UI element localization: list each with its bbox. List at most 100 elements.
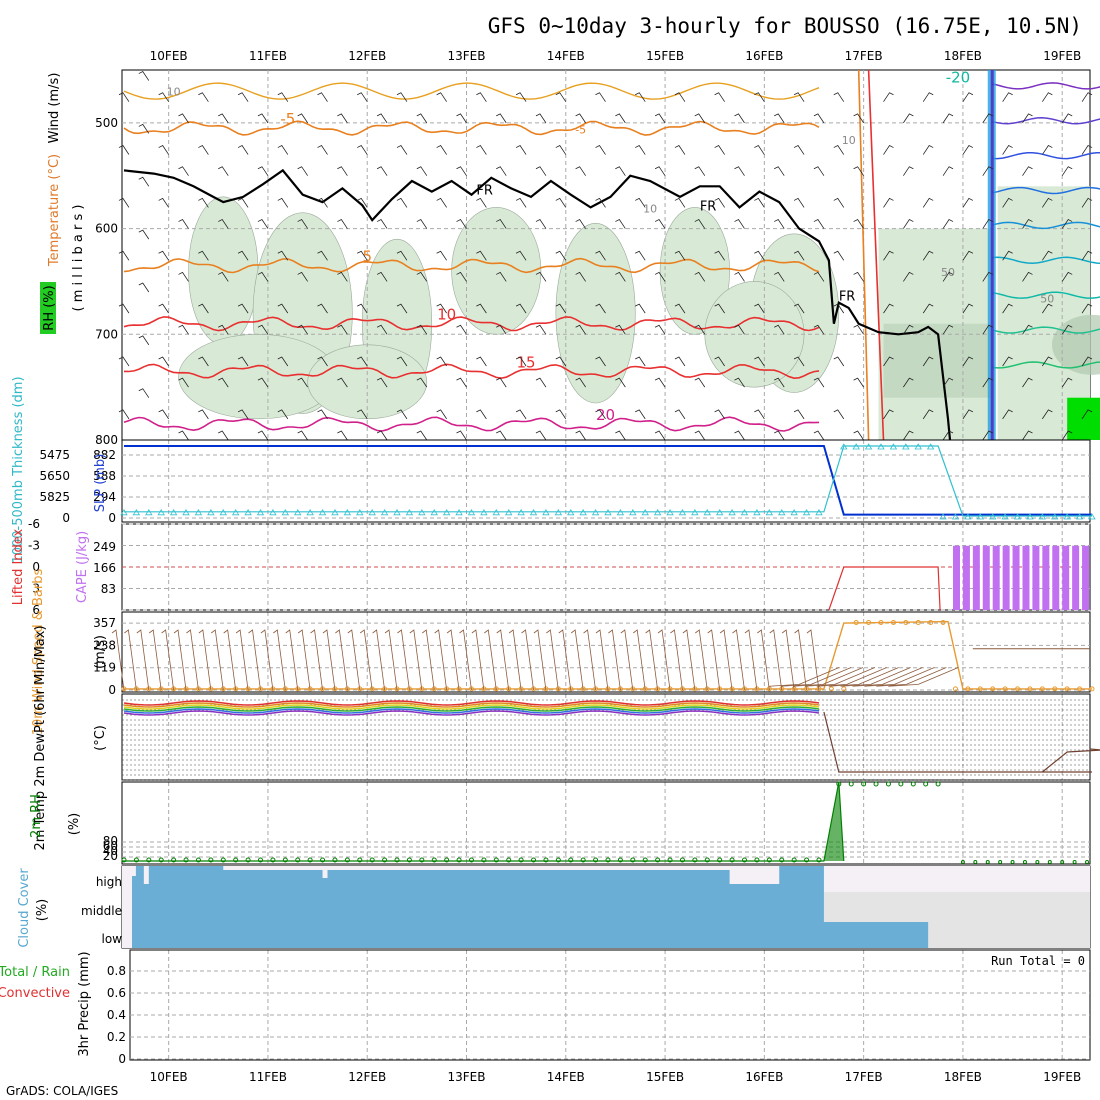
wind-barb (1061, 430, 1073, 441)
wind-barb (635, 92, 646, 102)
wind-barb (257, 324, 269, 335)
wind-speed-marker (195, 686, 201, 692)
slp-thickness-panel: 882 5475 588 5650 294 5825 0 0 (39, 439, 1096, 525)
rh2m-marker (220, 857, 226, 863)
wind-speed-marker (890, 620, 896, 625)
wind-barb (277, 197, 289, 208)
wind-barb (317, 197, 328, 208)
wind-barb (396, 409, 408, 420)
wind-barb-10m (546, 629, 559, 691)
wind-barb (436, 145, 447, 155)
wind-barb (1061, 271, 1073, 282)
rh2m-marker (692, 857, 698, 863)
temperature-isotherm (991, 82, 1100, 90)
rh-contour-fill-bright (1067, 397, 1100, 440)
wind-barb (1042, 145, 1053, 155)
wind-barb (1042, 250, 1053, 261)
wind-barb (903, 430, 914, 441)
wind-barb (615, 166, 626, 176)
wind-barb-10m (446, 629, 460, 691)
wind-barb (853, 113, 864, 124)
wind-barb (456, 113, 467, 124)
wind-barb (774, 113, 785, 124)
lifted-index-tick-label: -6 (28, 517, 40, 531)
rh2m-marker (444, 857, 450, 863)
cloud-middle-fill (132, 892, 824, 922)
thickness-marker (554, 509, 563, 516)
slp-tick-label: 0 (108, 511, 116, 525)
wind-barb (237, 145, 249, 155)
thickness-marker (318, 509, 327, 516)
thickness-marker (306, 509, 314, 516)
wind-barb (555, 356, 567, 367)
wind-barb (277, 145, 289, 155)
wind-barb (595, 409, 606, 420)
wind-barb (575, 430, 586, 441)
wind-barb (436, 356, 447, 367)
wind-barb (595, 250, 606, 261)
rh2m-marker (655, 857, 661, 863)
temperature-isotherm (123, 416, 820, 432)
wind-barb-10m (769, 629, 783, 691)
thickness-marker (480, 509, 488, 516)
rh2m-marker (518, 857, 524, 863)
wind-speed-marker (804, 686, 810, 692)
wind-barb (297, 166, 308, 176)
wind-barb (416, 166, 428, 176)
wind-barb-10m (888, 667, 959, 687)
wind-barb (555, 145, 567, 155)
wind-tick-label: 0 (108, 683, 116, 697)
wind-barb (138, 388, 150, 398)
rh2m-marker (332, 857, 338, 863)
rh2m-marker (848, 781, 854, 787)
bottom-axis-tick-label: 10FEB (150, 1070, 188, 1084)
rh2m-marker (208, 857, 214, 863)
rh2m-marker (406, 857, 412, 863)
wind-speed-marker (531, 686, 537, 692)
wind-barb (337, 166, 348, 176)
rh2m-marker (816, 857, 822, 863)
wind-barb-10m (657, 629, 671, 691)
rh2m-marker (1085, 860, 1090, 864)
wind-barb (942, 271, 954, 282)
wind-barb (962, 356, 974, 367)
thickness-marker (902, 443, 910, 450)
wind-barb (595, 356, 606, 367)
top-axis-tick-label: 14FEB (547, 49, 585, 63)
contour-label: -5 (575, 123, 586, 136)
wind-barb (883, 303, 894, 314)
wind-barb-10m (570, 629, 584, 691)
wind-barb (515, 250, 527, 261)
wind-barb (982, 166, 993, 176)
wind-barb (922, 356, 934, 367)
rh2m-marker (679, 857, 685, 863)
wind-barb-10m (732, 629, 745, 691)
rh2m-marker (419, 857, 425, 863)
wind-speed-marker (779, 686, 785, 692)
wind-barb (357, 409, 368, 420)
wind-barb (1022, 166, 1033, 176)
wind-barb (138, 229, 150, 240)
thickness-marker (753, 509, 761, 516)
wind-barb (496, 377, 507, 388)
cloud-ylabel-units: (%) (35, 899, 50, 922)
thickness-tick-label: 5475 (39, 448, 70, 462)
wind-barb (793, 356, 805, 367)
contour-label: 10 (643, 203, 657, 216)
freezing-level-label: FR (839, 289, 856, 304)
rh2m-marker (493, 857, 499, 863)
wind-barb (476, 92, 487, 102)
wind-10m-panel: 357 238 119 0 (93, 611, 1095, 697)
rh2m-marker (171, 857, 177, 863)
thickness-marker (1013, 513, 1022, 520)
wind-barb-10m (670, 629, 683, 691)
top-axis-tick-label: 18FEB (944, 49, 982, 63)
wind-barb (218, 430, 229, 441)
wind-barb (277, 409, 289, 420)
thickness-marker (840, 443, 848, 450)
wind-speed-marker (605, 686, 611, 692)
cape-bar (1042, 545, 1050, 610)
wind-speed-marker (642, 686, 648, 692)
wind-speed-marker (506, 686, 512, 692)
